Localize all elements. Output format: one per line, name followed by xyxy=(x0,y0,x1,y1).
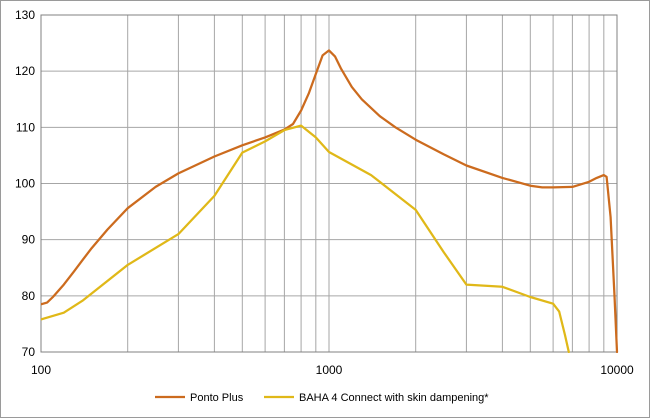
legend-label: Ponto Plus xyxy=(190,392,244,404)
x-axis-tick-labels: 100 1000 10000 xyxy=(31,363,634,377)
y-tick-label: 80 xyxy=(22,289,36,303)
x-tick-label: 100 xyxy=(31,363,51,377)
y-axis-tick-labels: 70 80 90 100 110 120 130 xyxy=(15,8,35,359)
legend: Ponto Plus BAHA 4 Connect with skin dampe… xyxy=(155,392,489,404)
series-line-ponto-plus xyxy=(41,49,619,353)
y-tick-label: 110 xyxy=(16,120,35,134)
x-tick-label: 1000 xyxy=(316,363,343,377)
series-line-baha-4-connect xyxy=(41,124,570,353)
y-tick-label: 100 xyxy=(15,177,35,191)
plot-area-border xyxy=(40,14,618,353)
y-tick-label: 120 xyxy=(15,64,35,78)
y-tick-label: 90 xyxy=(22,233,36,247)
series-layer xyxy=(41,49,619,353)
horizontal-gridlines xyxy=(41,70,617,297)
legend-label: BAHA 4 Connect with skin dampening* xyxy=(299,392,489,404)
y-tick-label: 130 xyxy=(15,8,35,22)
x-tick-label: 10000 xyxy=(600,363,634,377)
y-tick-label: 70 xyxy=(22,345,36,359)
